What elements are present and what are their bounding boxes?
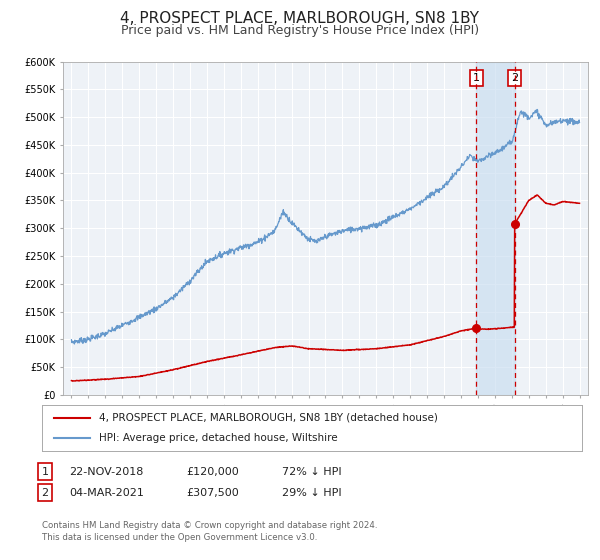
Text: 22-NOV-2018: 22-NOV-2018 bbox=[69, 466, 143, 477]
Text: 1: 1 bbox=[41, 466, 49, 477]
Text: Price paid vs. HM Land Registry's House Price Index (HPI): Price paid vs. HM Land Registry's House … bbox=[121, 24, 479, 36]
Text: Contains HM Land Registry data © Crown copyright and database right 2024.: Contains HM Land Registry data © Crown c… bbox=[42, 521, 377, 530]
Text: 4, PROSPECT PLACE, MARLBOROUGH, SN8 1BY (detached house): 4, PROSPECT PLACE, MARLBOROUGH, SN8 1BY … bbox=[99, 413, 438, 423]
Text: HPI: Average price, detached house, Wiltshire: HPI: Average price, detached house, Wilt… bbox=[99, 433, 338, 443]
Text: 2: 2 bbox=[41, 488, 49, 498]
Text: 4, PROSPECT PLACE, MARLBOROUGH, SN8 1BY: 4, PROSPECT PLACE, MARLBOROUGH, SN8 1BY bbox=[121, 11, 479, 26]
Text: £307,500: £307,500 bbox=[186, 488, 239, 498]
Text: 1: 1 bbox=[473, 73, 480, 83]
Bar bbox=[476, 62, 515, 395]
Text: 72% ↓ HPI: 72% ↓ HPI bbox=[282, 466, 341, 477]
Text: £120,000: £120,000 bbox=[186, 466, 239, 477]
Text: This data is licensed under the Open Government Licence v3.0.: This data is licensed under the Open Gov… bbox=[42, 533, 317, 542]
Text: 2: 2 bbox=[511, 73, 518, 83]
Text: 29% ↓ HPI: 29% ↓ HPI bbox=[282, 488, 341, 498]
Text: 04-MAR-2021: 04-MAR-2021 bbox=[69, 488, 144, 498]
